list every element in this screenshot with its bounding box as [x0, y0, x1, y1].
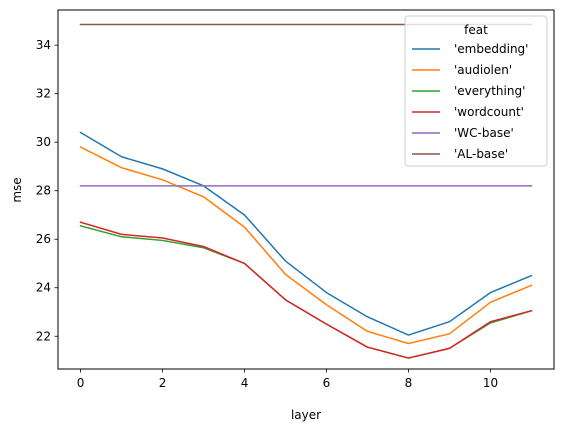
x-tick-label: 2	[159, 376, 167, 390]
y-tick-label: 22	[36, 329, 51, 343]
legend-label-4: 'WC-base'	[454, 126, 514, 140]
legend-label-3: 'wordcount'	[454, 105, 524, 119]
y-axis-label: mse	[10, 177, 24, 202]
x-tick-label: 10	[483, 376, 498, 390]
plot-frame	[57, 9, 555, 370]
y-tick-label: 24	[36, 281, 51, 295]
y-tick-label: 34	[36, 38, 51, 52]
y-tick-label: 30	[36, 135, 51, 149]
x-axis-ticks: 0 2 4 6 8 10	[77, 369, 498, 390]
y-tick-label: 26	[36, 232, 51, 246]
x-tick-label: 8	[405, 376, 413, 390]
legend: feat 'embedding' 'audiolen' 'everything' 'w…	[404, 15, 548, 167]
x-tick-label: 4	[241, 376, 249, 390]
series-line-3	[79, 221, 533, 359]
series-line-1	[79, 146, 533, 345]
y-tick-label: 32	[36, 87, 51, 101]
legend-label-1: 'audiolen'	[454, 63, 512, 77]
legend-box	[404, 15, 548, 167]
legend-title: feat	[464, 23, 488, 37]
x-tick-label: 6	[323, 376, 331, 390]
y-tick-label: 28	[36, 184, 51, 198]
legend-label-5: 'AL-base'	[454, 147, 508, 161]
series-line-0	[79, 131, 533, 336]
legend-label-0: 'embedding'	[454, 42, 528, 56]
x-axis-label: layer	[291, 408, 321, 422]
x-tick-label: 0	[77, 376, 85, 390]
y-axis-ticks: 22 24 26 28 30 32 34	[36, 38, 58, 343]
legend-label-2: 'everything'	[454, 84, 525, 98]
